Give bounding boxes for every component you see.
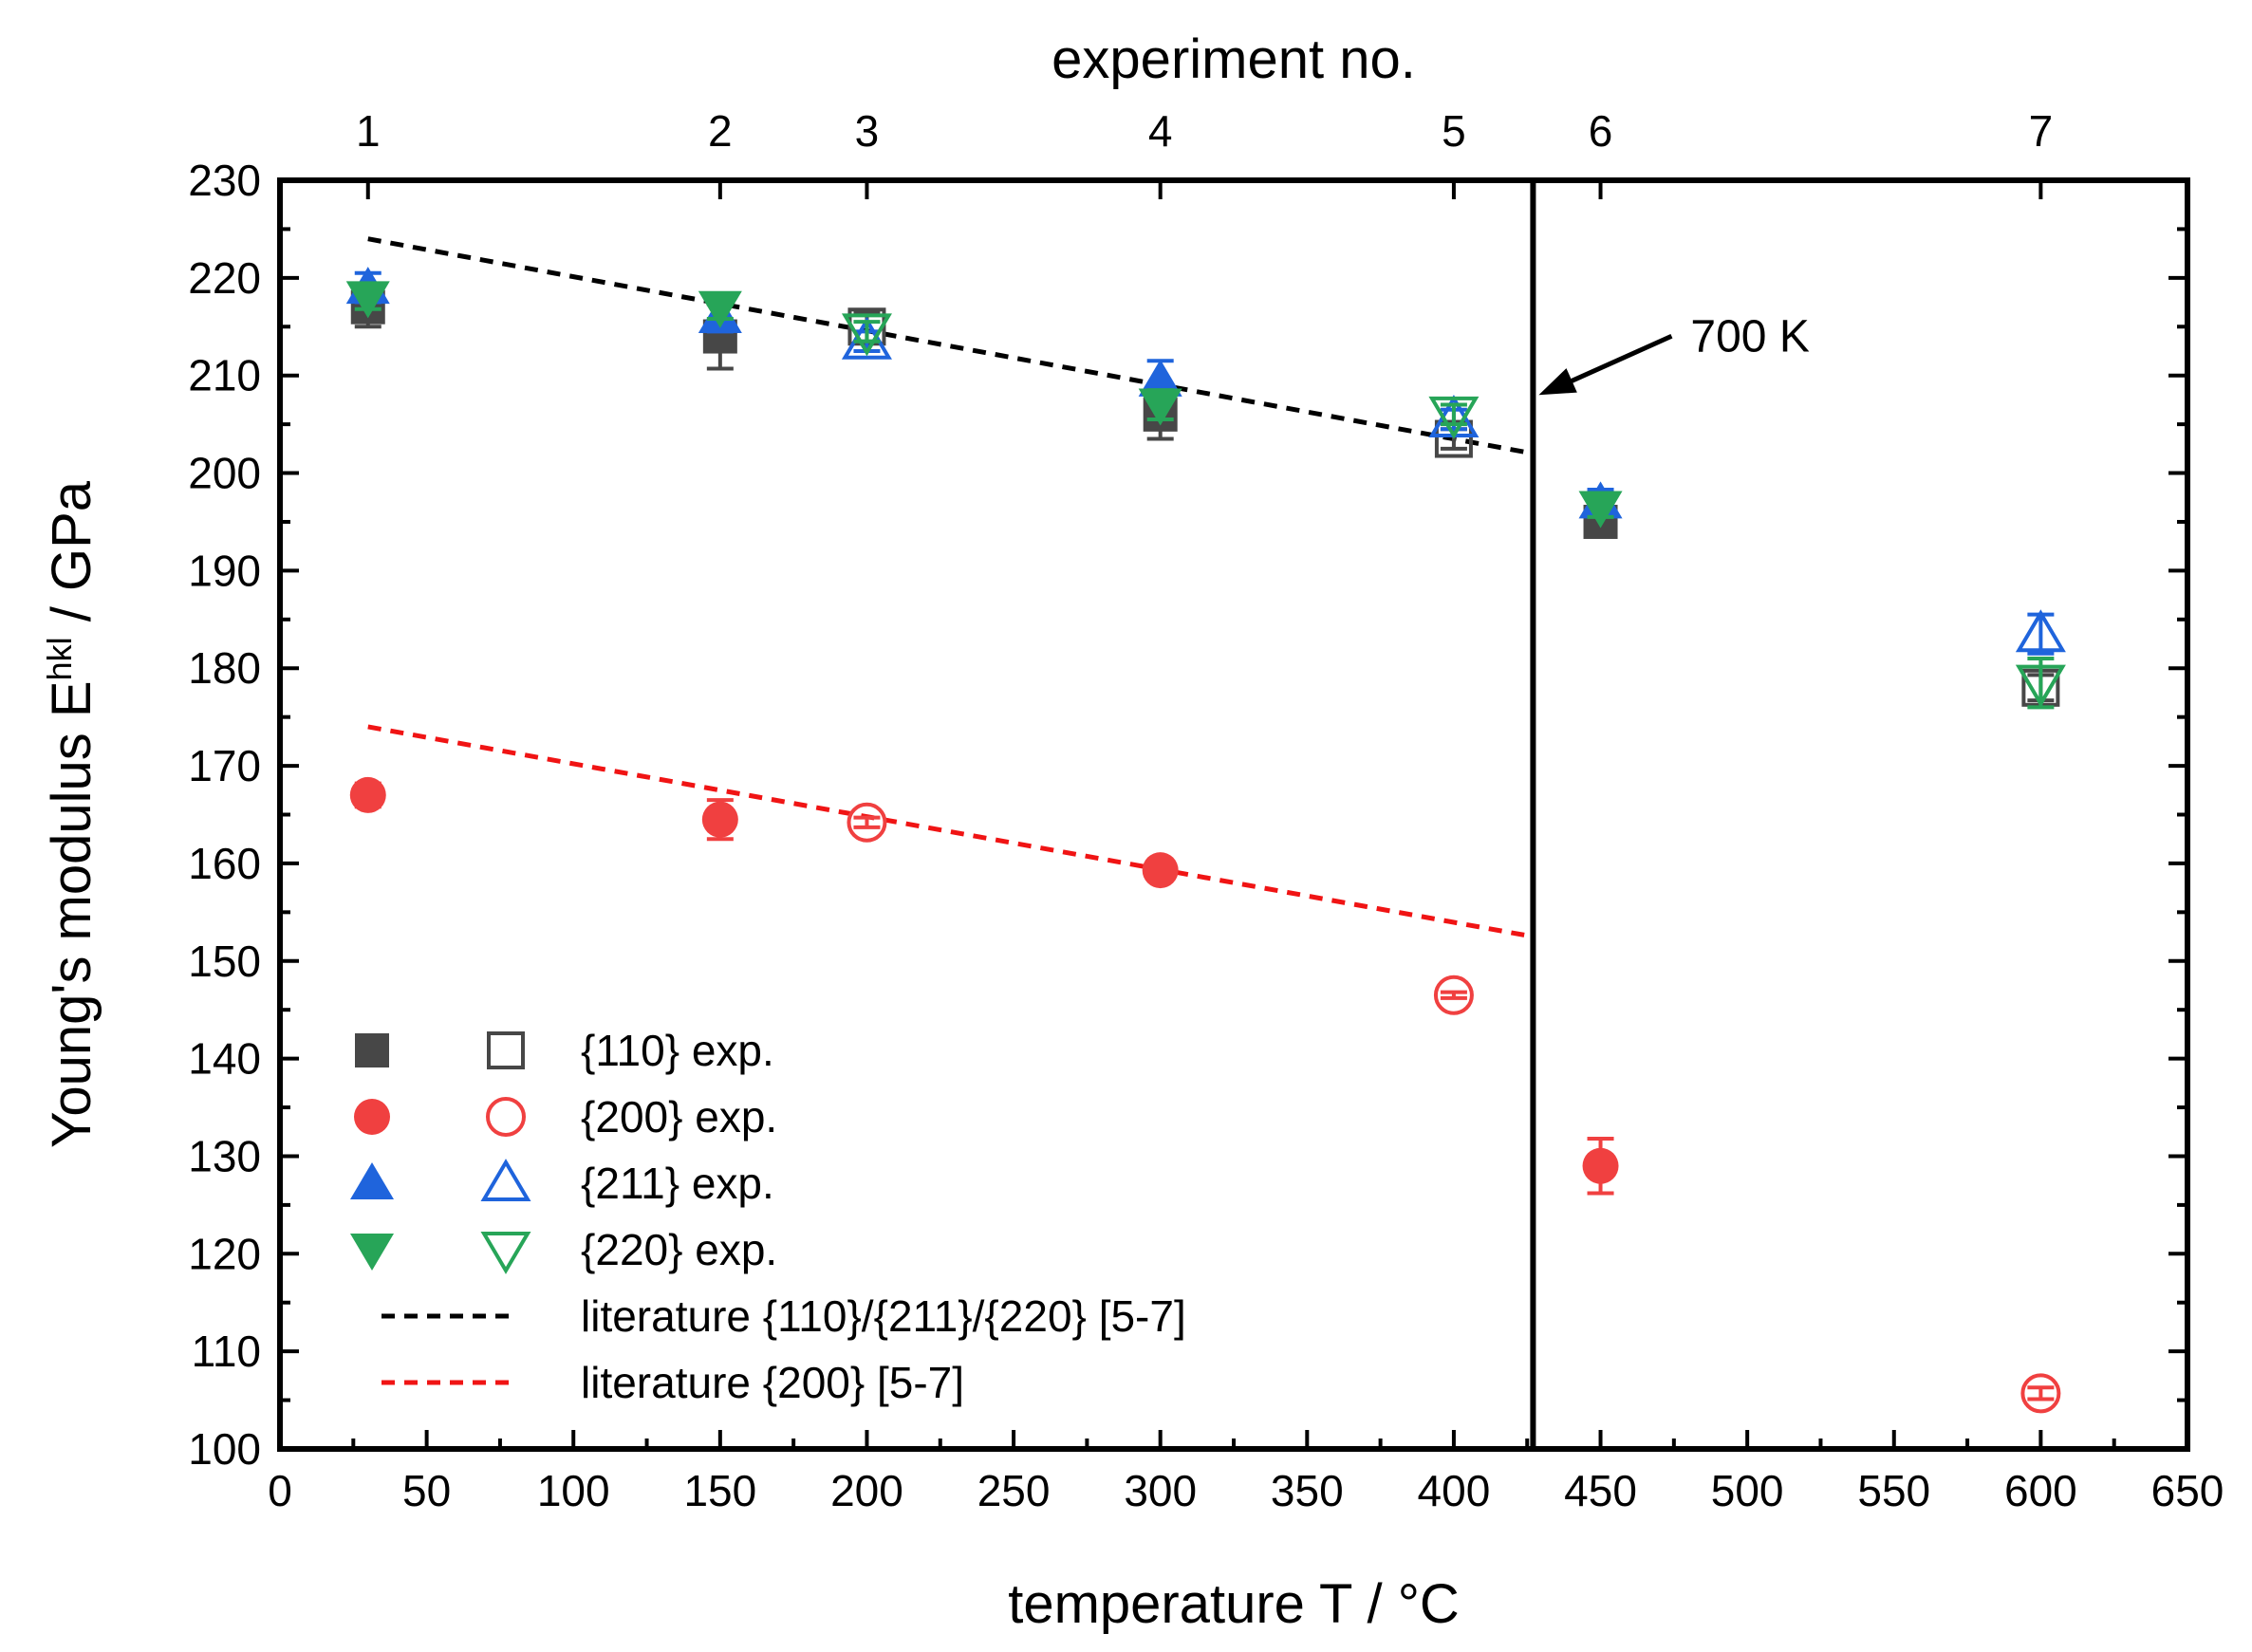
y-axis-title: Young's modulus Ehkl / GPa [40, 480, 103, 1148]
literature-lines [367, 236, 1534, 939]
x-tick-label: 500 [1711, 1466, 1784, 1515]
legend-label-s211: {211} exp. [581, 1159, 774, 1208]
data-point-s200 [847, 802, 887, 843]
top-axis-title: experiment no. [1052, 28, 1416, 90]
y-tick-label: 180 [188, 643, 261, 693]
y-tick-label: 230 [188, 156, 261, 205]
y-axis-title-unit: / GPa [41, 480, 102, 637]
x-tick-label: 450 [1564, 1466, 1637, 1515]
legend-label-s220: {220} exp. [581, 1225, 777, 1274]
x-tick-label: 350 [1271, 1466, 1344, 1515]
data-point-s200 [1433, 974, 1474, 1015]
data-point-s211 [1138, 359, 1182, 397]
legend-marker-filled-s200 [354, 1099, 390, 1135]
y-tick-label: 120 [188, 1229, 261, 1278]
top-tick-label: 3 [855, 106, 880, 156]
x-tick-label: 200 [830, 1466, 903, 1515]
data-point-s220 [1428, 396, 1480, 439]
x-tick-label: 650 [2151, 1466, 2224, 1515]
data-point-s220 [2015, 664, 2066, 708]
top-tick-label: 5 [1442, 106, 1466, 156]
x-tick-label: 0 [268, 1466, 292, 1515]
legend-label-literature: literature {110}/{211}/{220} [5-7] [581, 1291, 1186, 1341]
top-tick-label: 1 [356, 106, 381, 156]
y-tick-label: 190 [188, 546, 261, 595]
y-tick-label: 140 [188, 1034, 261, 1084]
x-tick-label: 550 [1857, 1466, 1930, 1515]
data-point-s200 [1582, 1147, 1619, 1184]
data-point-s220 [1578, 491, 1623, 529]
tick-layer [278, 178, 2189, 1451]
literature-line [367, 724, 1534, 939]
legend-marker-open-s110 [487, 1031, 525, 1069]
y-tick-label: 160 [188, 839, 261, 888]
data-point-s220 [345, 281, 390, 319]
temperature-annotation: 700 K [1538, 311, 1810, 396]
data-point-s220 [841, 313, 892, 357]
x-tick-label: 250 [977, 1466, 1051, 1515]
y-tick-label: 200 [188, 449, 261, 498]
x-tick-label: 600 [2004, 1466, 2077, 1515]
annotation-arrowhead [1538, 368, 1577, 396]
y-tick-label: 220 [188, 253, 261, 303]
tick-labels: 0 50 100 150 200 250 300 350 400 450 500 550 600 650 1… [188, 106, 2224, 1515]
y-tick-label: 110 [192, 1327, 261, 1376]
top-tick-label: 2 [708, 106, 733, 156]
x-tick-label: 100 [537, 1466, 610, 1515]
legend-marker-open-s220 [480, 1232, 531, 1274]
legend-marker-open-s211 [480, 1159, 531, 1201]
top-tick-label: 7 [2029, 106, 2054, 156]
data-point-s220 [1138, 388, 1182, 426]
data-point-s211 [2015, 609, 2066, 653]
x-tick-label: 300 [1124, 1466, 1197, 1515]
y-tick-label: 210 [188, 351, 261, 400]
legend: {110} exp. {200} exp. {211} exp. {220} exp.… [350, 1026, 1186, 1407]
series-s200 [349, 776, 2061, 1414]
plot-frame [277, 177, 2190, 1452]
x-tick-label: 150 [683, 1466, 756, 1515]
y-tick-label: 100 [188, 1424, 261, 1474]
data-point-s220 [698, 290, 742, 328]
data-point-s200 [701, 801, 738, 838]
y-axis-title-sup: hkl [40, 637, 79, 680]
legend-marker-open-s200 [486, 1097, 526, 1137]
legend-label-s200: {200} exp. [581, 1092, 777, 1142]
series-s220 [345, 281, 2066, 710]
x-axis-title: temperature T / °C [1008, 1573, 1460, 1635]
y-tick-label: 130 [188, 1131, 261, 1180]
y-tick-label: 170 [188, 741, 261, 790]
data-points [345, 267, 2066, 1414]
data-point-s200 [2020, 1373, 2061, 1414]
data-point-s200 [349, 776, 386, 813]
legend-marker-filled-s220 [350, 1234, 394, 1271]
annotation-label: 700 K [1690, 311, 1809, 362]
y-tick-label: 150 [188, 937, 261, 986]
legend-label-literature: literature {200} [5-7] [581, 1358, 964, 1407]
annotation-arrow [1560, 333, 1673, 388]
legend-marker-filled-s211 [350, 1162, 394, 1199]
data-point-s211 [841, 316, 892, 360]
legend-label-s110: {110} exp. [581, 1026, 774, 1075]
top-tick-label: 4 [1148, 106, 1173, 156]
y-axis-title-main: Young's modulus E [41, 680, 102, 1148]
legend-marker-filled-s110 [355, 1033, 389, 1067]
x-tick-label: 50 [402, 1466, 451, 1515]
x-tick-label: 400 [1418, 1466, 1491, 1515]
data-point-s200 [1142, 852, 1179, 889]
top-tick-label: 6 [1589, 106, 1613, 156]
literature-line [367, 236, 1534, 456]
